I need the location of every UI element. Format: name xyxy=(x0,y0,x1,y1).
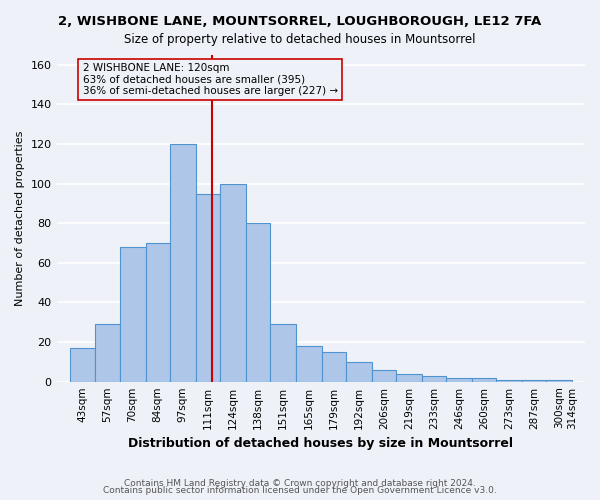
Bar xyxy=(396,374,422,382)
Bar xyxy=(95,324,119,382)
Bar xyxy=(296,346,322,382)
Text: Contains public sector information licensed under the Open Government Licence v3: Contains public sector information licen… xyxy=(103,486,497,495)
Text: Contains HM Land Registry data © Crown copyright and database right 2024.: Contains HM Land Registry data © Crown c… xyxy=(124,478,476,488)
Text: 2 WISHBONE LANE: 120sqm
63% of detached houses are smaller (395)
36% of semi-det: 2 WISHBONE LANE: 120sqm 63% of detached … xyxy=(83,63,338,96)
Bar xyxy=(70,348,95,382)
Bar xyxy=(146,243,170,382)
X-axis label: Distribution of detached houses by size in Mountsorrel: Distribution of detached houses by size … xyxy=(128,437,513,450)
Bar xyxy=(496,380,522,382)
Bar xyxy=(220,184,245,382)
Text: Size of property relative to detached houses in Mountsorrel: Size of property relative to detached ho… xyxy=(124,32,476,46)
Text: 2, WISHBONE LANE, MOUNTSORREL, LOUGHBOROUGH, LE12 7FA: 2, WISHBONE LANE, MOUNTSORREL, LOUGHBORO… xyxy=(58,15,542,28)
Bar xyxy=(245,224,270,382)
Bar xyxy=(546,380,572,382)
Bar xyxy=(422,376,446,382)
Bar xyxy=(196,194,220,382)
Bar xyxy=(472,378,496,382)
Bar xyxy=(372,370,396,382)
Bar xyxy=(346,362,372,382)
Bar xyxy=(522,380,546,382)
Bar xyxy=(119,247,146,382)
Bar xyxy=(322,352,346,382)
Bar xyxy=(270,324,296,382)
Y-axis label: Number of detached properties: Number of detached properties xyxy=(15,130,25,306)
Bar xyxy=(446,378,472,382)
Bar xyxy=(170,144,196,382)
